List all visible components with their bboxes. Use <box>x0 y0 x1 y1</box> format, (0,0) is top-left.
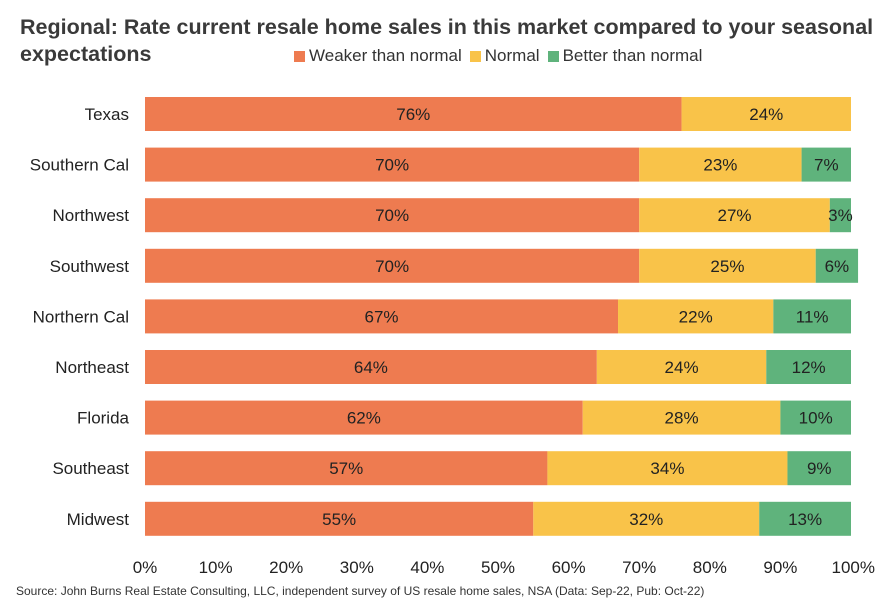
data-label-northeast-1: 24% <box>665 358 699 377</box>
x-tick-label-5: 50% <box>481 558 515 577</box>
bar-segment-southwest-2 <box>815 248 859 283</box>
bar-segment-northwest-1 <box>639 198 830 233</box>
data-label-southern-cal-1: 23% <box>703 156 737 175</box>
bar-segment-florida-2 <box>780 400 851 435</box>
data-label-florida-0: 62% <box>347 409 381 428</box>
data-label-northeast-0: 64% <box>354 358 388 377</box>
x-tick-label-2: 20% <box>269 558 303 577</box>
bar-segment-southern-cal-2 <box>801 147 851 182</box>
source-note: Source: John Burns Real Estate Consultin… <box>16 584 705 598</box>
bar-segment-northeast-1 <box>596 350 767 384</box>
data-label-southern-cal-2: 7% <box>814 156 839 175</box>
bar-segment-northeast-0 <box>145 350 597 384</box>
bar-segment-northern-cal-0 <box>145 299 619 334</box>
legend-label-normal: Normal <box>484 46 540 65</box>
x-tick-label-7: 70% <box>622 558 656 577</box>
data-label-midwest-2: 13% <box>788 510 822 529</box>
x-tick-label-4: 40% <box>410 558 444 577</box>
legend-item-normal: Normal <box>469 46 540 66</box>
data-label-southwest-2: 6% <box>825 257 850 276</box>
bar-segment-midwest-1 <box>533 501 760 536</box>
bar-segment-northeast-2 <box>766 350 851 384</box>
legend-swatch-better <box>547 50 559 62</box>
data-label-midwest-0: 55% <box>322 510 356 529</box>
data-label-texas-1: 24% <box>749 105 783 124</box>
x-tick-label-3: 30% <box>340 558 374 577</box>
bar-segment-southeast-1 <box>547 451 788 486</box>
category-label-southern-cal: Southern Cal <box>30 156 129 175</box>
bar-segment-texas-1 <box>681 97 851 131</box>
data-label-southeast-2: 9% <box>807 459 832 478</box>
category-label-midwest: Midwest <box>67 510 130 529</box>
data-label-northwest-2: 3% <box>828 206 853 225</box>
data-label-northwest-0: 70% <box>375 206 409 225</box>
bar-segment-midwest-2 <box>759 501 851 536</box>
category-label-southwest: Southwest <box>50 257 130 276</box>
bar-segment-southeast-2 <box>787 451 851 486</box>
category-label-florida: Florida <box>77 409 130 428</box>
bar-segment-northwest-0 <box>145 198 640 233</box>
x-tick-label-0: 0% <box>133 558 158 577</box>
legend-swatch-normal <box>469 50 481 62</box>
data-label-northern-cal-1: 22% <box>679 307 713 326</box>
bar-segment-southwest-1 <box>639 248 816 283</box>
bar-segment-northern-cal-1 <box>618 299 774 334</box>
bar-segment-midwest-0 <box>145 501 534 536</box>
bar-segment-florida-0 <box>145 400 583 435</box>
x-tick-label-6: 60% <box>552 558 586 577</box>
data-label-southeast-1: 34% <box>650 459 684 478</box>
category-label-northern-cal: Northern Cal <box>33 307 129 326</box>
chart-legend: Weaker than normal Normal Better than no… <box>294 46 710 66</box>
legend-swatch-weaker <box>294 50 305 62</box>
category-label-southeast: Southeast <box>52 459 129 478</box>
x-tick-label-8: 80% <box>693 558 727 577</box>
data-label-midwest-1: 32% <box>629 510 663 529</box>
data-label-southeast-0: 57% <box>329 459 363 478</box>
bar-segment-texas-0 <box>145 97 682 131</box>
category-label-northwest: Northwest <box>52 206 129 225</box>
category-label-texas: Texas <box>85 105 129 124</box>
data-label-northern-cal-0: 67% <box>364 307 398 326</box>
bar-segment-southwest-0 <box>145 248 640 283</box>
legend-item-weaker: Weaker than normal <box>294 46 462 66</box>
legend-label-better: Better than normal <box>562 46 703 65</box>
x-tick-label-10: 100% <box>832 558 875 577</box>
bar-segment-southeast-0 <box>145 451 548 486</box>
data-label-southern-cal-0: 70% <box>375 156 409 175</box>
bar-segment-northern-cal-2 <box>773 299 851 334</box>
x-tick-label-1: 10% <box>199 558 233 577</box>
data-label-texas-0: 76% <box>396 105 430 124</box>
data-label-florida-1: 28% <box>665 409 699 428</box>
bar-segment-florida-1 <box>582 400 781 435</box>
category-label-northeast: Northeast <box>55 358 129 377</box>
data-label-northwest-1: 27% <box>717 206 751 225</box>
x-tick-label-9: 90% <box>763 558 797 577</box>
data-label-southwest-1: 25% <box>710 257 744 276</box>
bar-segment-northwest-2 <box>829 198 851 233</box>
legend-item-better: Better than normal <box>547 46 703 66</box>
data-label-florida-2: 10% <box>799 409 833 428</box>
chart-title: Regional: Rate current resale home sales… <box>20 15 874 66</box>
data-label-southwest-0: 70% <box>375 257 409 276</box>
bar-segment-southern-cal-0 <box>145 147 640 182</box>
bar-segment-southern-cal-1 <box>639 147 802 182</box>
legend-label-weaker: Weaker than normal <box>309 46 462 65</box>
data-label-northeast-2: 12% <box>792 358 826 377</box>
data-label-northern-cal-2: 11% <box>796 307 829 326</box>
